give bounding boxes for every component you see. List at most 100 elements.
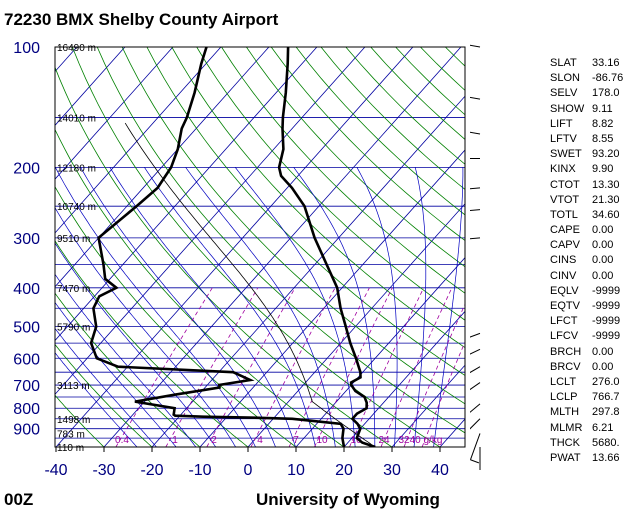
moist-adiabat-line (185, 167, 336, 447)
index-key: LFCT (550, 315, 578, 328)
mixing-ratio-line (421, 341, 465, 447)
mixing-ratio-label: 7 (293, 435, 299, 446)
moist-adiabat-line (55, 207, 237, 447)
dry-adiabat-line (270, 47, 465, 242)
mixing-ratio-label: 32 (398, 435, 410, 446)
stability-indices-table: SLAT 33.16 SLON -86.76 SELV 178.0 SHOW 9.11 LIFT… (550, 56, 623, 466)
index-value: 8.55 (592, 132, 614, 145)
mixing-ratio-line (288, 287, 370, 447)
mixing-ratio-line (250, 287, 336, 447)
index-row: LCLT 276.0 (550, 375, 623, 390)
index-key: CTOT (550, 178, 580, 191)
isotherm-line (199, 149, 465, 447)
wind-barb (479, 447, 481, 470)
dry-adiabat-line (55, 343, 153, 447)
isotherm-line (55, 47, 366, 395)
index-row: BRCH 0.00 (550, 345, 623, 360)
index-row: MLMR 6.21 (550, 421, 623, 436)
moist-adiabat-line (356, 167, 398, 447)
wind-barb (470, 418, 481, 430)
moist-adiabat-line (144, 167, 316, 447)
height-label: 110 m (57, 443, 84, 454)
index-row: KINX 9.90 (550, 162, 623, 177)
moist-adiabat-line (80, 167, 276, 447)
temperature-tick-label: -20 (140, 462, 163, 479)
height-label: 12180 m (57, 163, 96, 174)
isotherm-line (247, 203, 465, 447)
mixing-ratio-label: 24 (378, 435, 390, 446)
isotherm-line (55, 47, 270, 288)
dry-adiabat-line (420, 47, 465, 91)
pressure-tick-label: 400 (13, 281, 40, 298)
wind-barb (470, 237, 481, 240)
index-row: SLAT 33.16 (550, 56, 623, 71)
isotherm-line (55, 47, 222, 234)
wind-barb (470, 433, 481, 464)
dry-adiabat-line (246, 47, 465, 268)
index-row: LFCV -9999 (550, 329, 623, 344)
index-key: EQTV (550, 300, 580, 312)
index-row: LFTV 8.55 (550, 132, 623, 147)
index-value: 13.30 (592, 178, 620, 191)
dry-adiabat-line (96, 47, 465, 434)
wind-barb (470, 44, 481, 48)
index-row: LIFT 8.82 (550, 117, 623, 132)
moist-adiabat-line (293, 167, 376, 447)
moist-adiabat-line (55, 242, 217, 447)
index-value: 0.00 (592, 360, 614, 373)
index-row: PWAT 13.66 (550, 451, 623, 466)
dry-adiabat-line (196, 47, 465, 321)
wind-barb (470, 403, 481, 413)
index-value: 297.8 (592, 406, 620, 419)
wind-barb (470, 158, 480, 160)
moist-adiabat-line (55, 352, 138, 447)
index-value: 33.16 (592, 57, 620, 69)
index-row: SLON -86.76 (550, 71, 623, 86)
index-value: 178.0 (592, 87, 620, 100)
index-key: CINS (550, 254, 577, 267)
index-row: CAPE 0.00 (550, 223, 623, 238)
isotherm-line (55, 47, 318, 342)
isotherm-line (103, 47, 462, 447)
index-value: 21.30 (592, 193, 620, 206)
index-key: SELV (550, 87, 578, 100)
index-key: SWET (550, 148, 582, 161)
temperature-tick-label: -30 (92, 462, 115, 479)
index-row: CINS 0.00 (550, 253, 623, 268)
index-row: EQTV -9999 (550, 299, 623, 314)
moist-adiabat-line (55, 273, 197, 447)
temperature-trace (277, 47, 376, 447)
index-key: LFCV (550, 330, 579, 343)
index-key: LIFT (550, 117, 573, 130)
index-row: SHOW 9.11 (550, 102, 623, 117)
height-label: 10740 m (57, 202, 96, 213)
index-row: VTOT 21.30 (550, 193, 623, 208)
moist-adiabat-line (55, 167, 256, 447)
dry-adiabat-line (55, 185, 297, 447)
mixing-ratio-line (165, 287, 259, 447)
moist-adiabat-line (235, 167, 356, 447)
wind-barb (470, 187, 481, 190)
mixing-ratio-label: 0.4 (115, 435, 129, 446)
index-key: SLON (550, 72, 580, 85)
index-key: CAPV (550, 239, 580, 252)
chart-title: 72230 BMX Shelby County Airport (4, 10, 279, 29)
index-value: 0.00 (592, 269, 614, 282)
index-row: BRCV 0.00 (550, 360, 623, 375)
index-row: CINV 0.00 (550, 269, 623, 284)
index-value: 0.00 (592, 254, 614, 267)
moist-adiabat-line (55, 327, 157, 447)
index-row: SWET 93.20 (550, 147, 623, 162)
index-key: LCLT (550, 375, 577, 388)
pressure-tick-label: 900 (13, 422, 40, 439)
height-label: 1498 m (57, 415, 90, 426)
index-row: MLTH 297.8 (550, 405, 623, 420)
mixing-ratio-label: 2 (211, 435, 217, 446)
dry-adiabat-line (55, 128, 345, 447)
dry-adiabat-line (171, 47, 465, 349)
wind-barb (470, 209, 481, 211)
mixing-ratio-line (314, 287, 393, 447)
index-value: 276.0 (592, 375, 620, 388)
index-value: 766.7 (592, 391, 620, 404)
